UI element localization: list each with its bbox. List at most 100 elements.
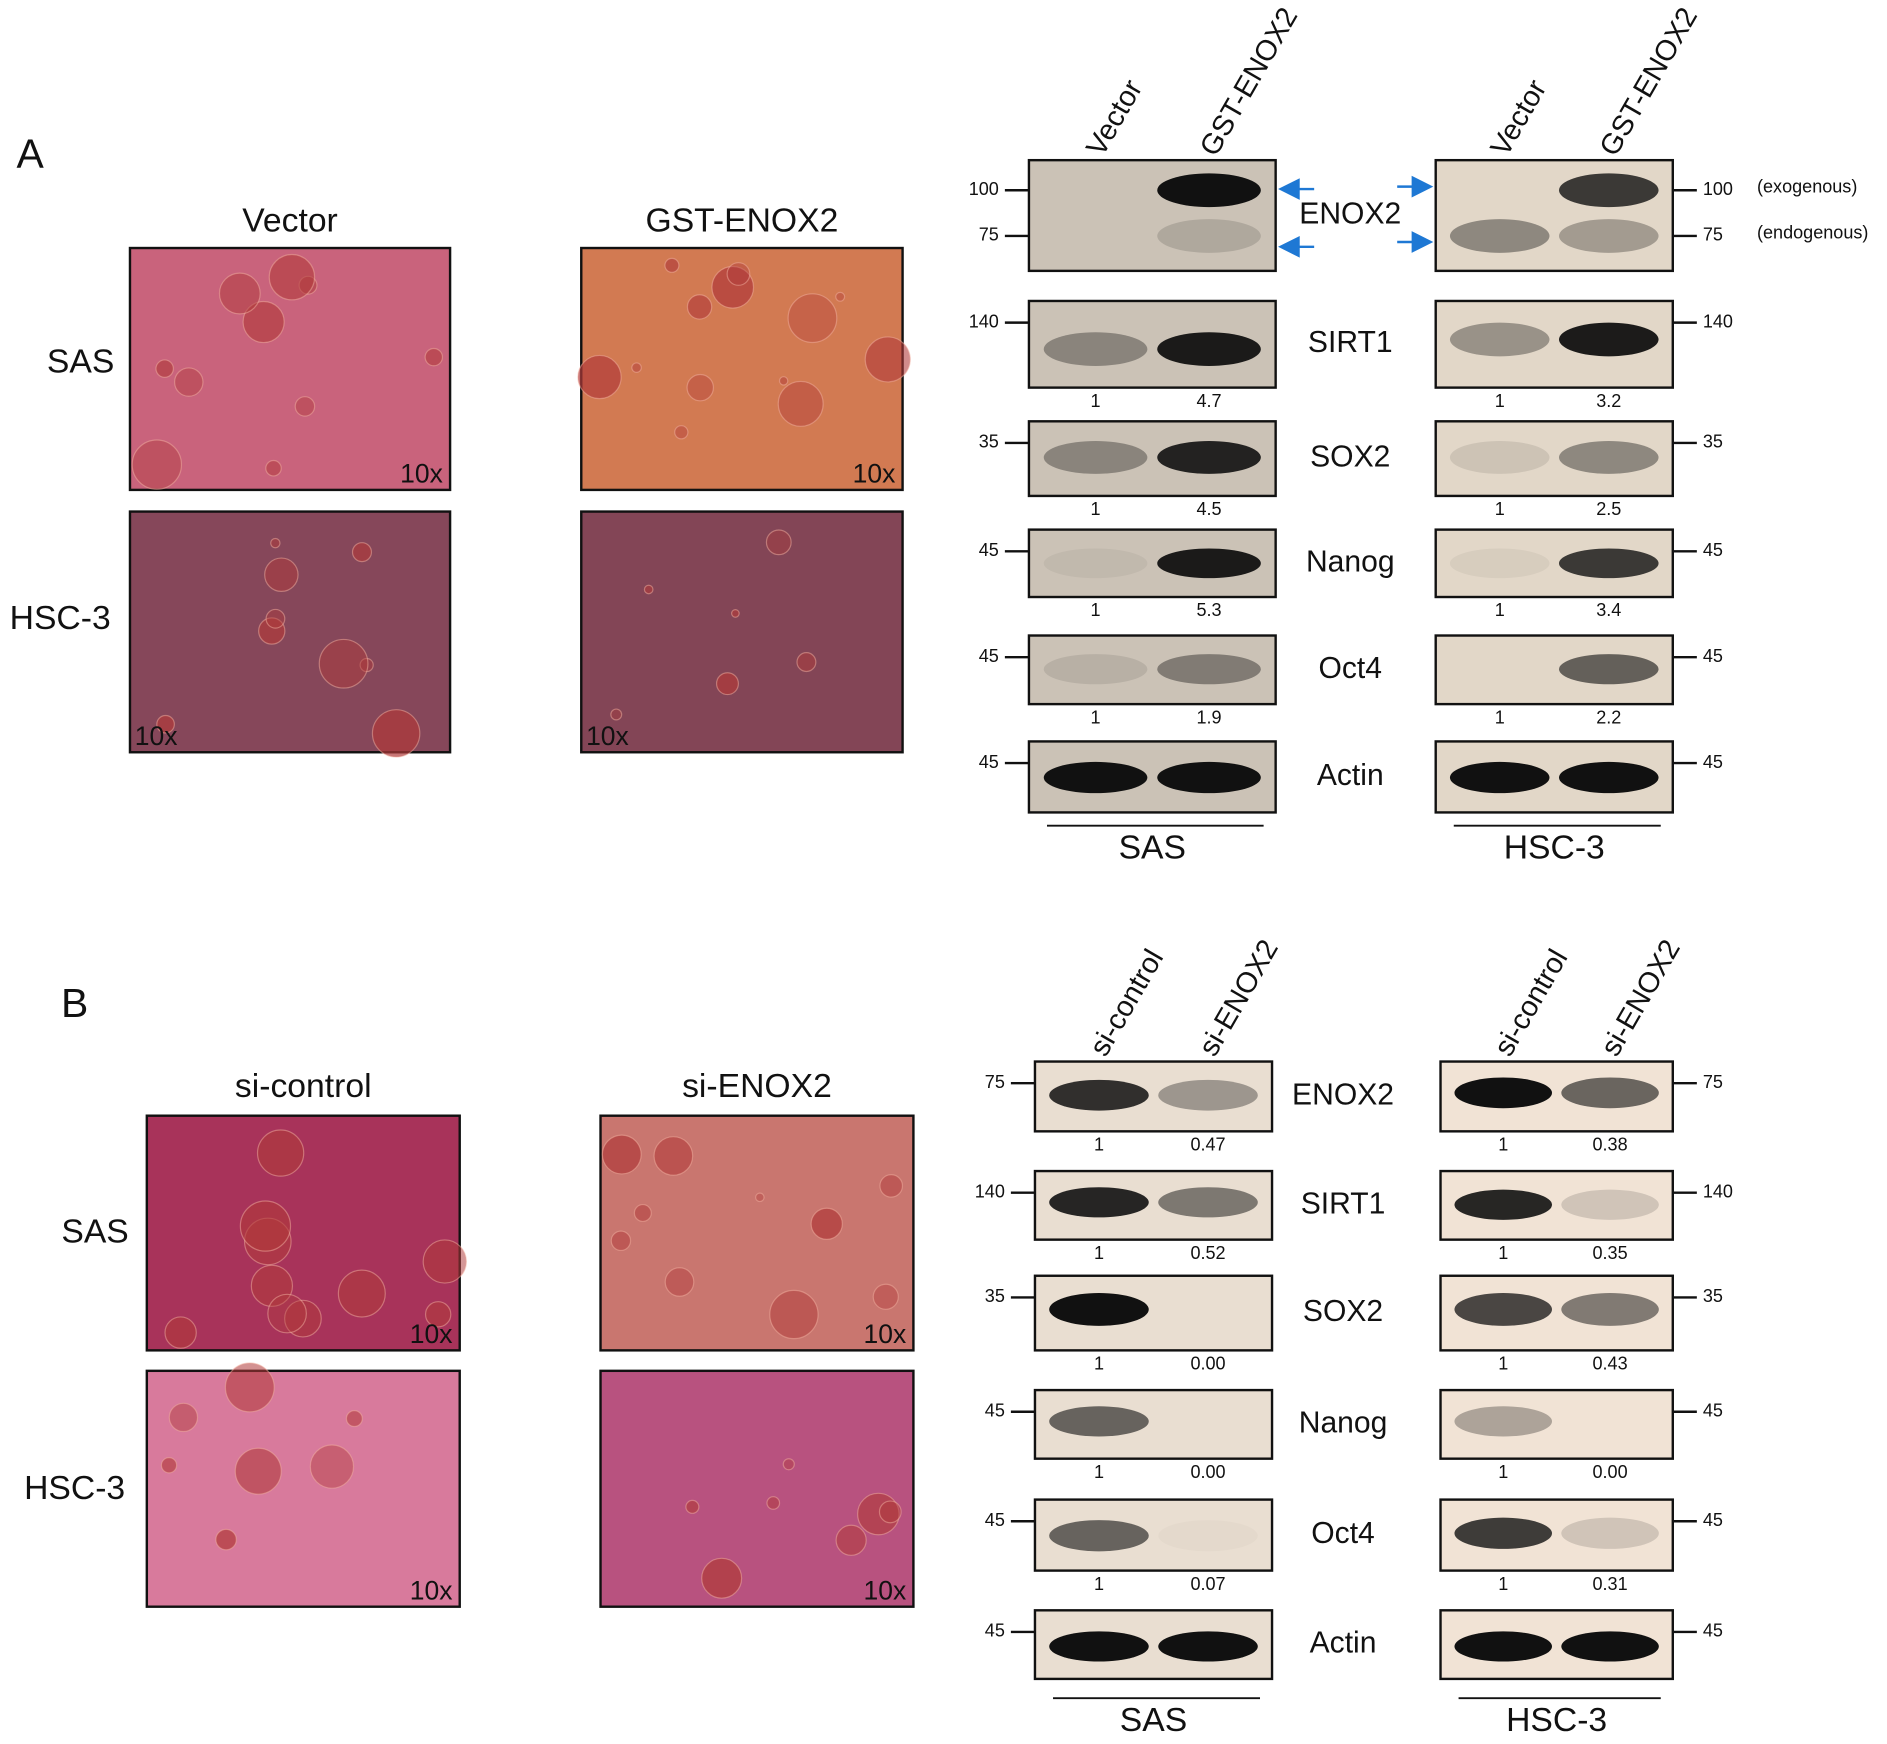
quantification: 1	[1495, 600, 1505, 620]
quantification: 0.31	[1593, 1574, 1628, 1594]
band	[1561, 1189, 1659, 1220]
lane-label: si-ENOX2	[1595, 934, 1687, 1061]
sphere	[155, 359, 174, 378]
sphere	[778, 376, 789, 386]
protein-label: SOX2	[1310, 441, 1390, 474]
quantification: 1	[1495, 391, 1505, 411]
quantification: 0.47	[1190, 1135, 1225, 1155]
quantification: 1	[1495, 707, 1505, 727]
blot	[1439, 1388, 1674, 1460]
marker-label: 75	[1703, 225, 1723, 245]
sphere	[686, 373, 715, 402]
protein-label: SIRT1	[1301, 1187, 1386, 1220]
lane-label: si-control	[1084, 944, 1170, 1061]
band	[1157, 332, 1261, 366]
sphere	[371, 709, 421, 758]
sphere	[610, 1230, 632, 1252]
sphere	[270, 537, 281, 549]
quantification: 1	[1498, 1354, 1508, 1374]
band	[1454, 1077, 1553, 1109]
micrograph	[580, 510, 904, 754]
magnification: 10x	[400, 458, 443, 488]
annotation: (endogenous)	[1757, 222, 1868, 242]
micrograph	[599, 1369, 915, 1608]
sphere	[258, 617, 286, 645]
quantification: 1	[1495, 499, 1505, 519]
sphere	[782, 1458, 795, 1471]
band	[1157, 219, 1261, 253]
annotation: (exogenous)	[1757, 177, 1857, 197]
band	[1158, 1520, 1258, 1551]
band	[1043, 654, 1148, 685]
quantification: 1	[1091, 707, 1101, 727]
protein-label: Actin	[1317, 759, 1384, 792]
column-title: GST-ENOX2	[646, 203, 839, 240]
band	[1558, 654, 1659, 685]
quantification: 0.07	[1190, 1574, 1225, 1594]
marker-label: 45	[1703, 752, 1723, 772]
magnification: 10x	[853, 458, 896, 488]
lane-label: GST-ENOX2	[1194, 2, 1304, 161]
row-label: HSC-3	[10, 600, 111, 637]
column-title: si-control	[235, 1068, 372, 1105]
quantification: 4.5	[1196, 499, 1221, 519]
quantification: 0.00	[1593, 1462, 1628, 1482]
cell-line-label: HSC-3	[1504, 830, 1605, 867]
band	[1561, 1077, 1659, 1109]
sphere	[686, 294, 713, 320]
sphere	[664, 1267, 695, 1297]
sphere	[872, 1283, 899, 1310]
band	[1449, 219, 1550, 253]
marker-label: 35	[979, 432, 999, 452]
sphere	[218, 272, 261, 315]
sphere	[318, 638, 369, 689]
sphere	[174, 367, 204, 397]
quantification: 0.43	[1593, 1354, 1628, 1374]
band	[1157, 173, 1261, 208]
sphere	[769, 1289, 819, 1340]
sphere	[284, 1299, 322, 1338]
band	[1558, 761, 1659, 794]
quantification: 1	[1498, 1135, 1508, 1155]
band	[1558, 173, 1659, 208]
quantification: 3.2	[1596, 391, 1621, 411]
magnification: 10x	[864, 1319, 907, 1349]
sphere	[878, 1500, 902, 1524]
sphere	[268, 253, 316, 301]
protein-label: Nanog	[1306, 545, 1395, 578]
sphere	[337, 1269, 386, 1318]
sphere	[601, 1134, 642, 1175]
protein-label: ENOX2	[1299, 197, 1401, 230]
marker-label: 140	[1703, 1181, 1733, 1201]
band	[1449, 761, 1550, 794]
sphere	[715, 672, 740, 696]
quantification: 1.9	[1196, 707, 1221, 727]
row-label: SAS	[61, 1214, 128, 1251]
quantification: 3.4	[1596, 600, 1621, 620]
band	[1561, 1631, 1659, 1662]
protein-label: ENOX2	[1292, 1078, 1394, 1111]
sphere	[810, 1207, 843, 1241]
quantification: 1	[1094, 1462, 1104, 1482]
band	[1049, 1520, 1149, 1552]
band	[1449, 322, 1550, 357]
quantification: 0.00	[1190, 1462, 1225, 1482]
sphere	[765, 529, 792, 556]
sphere	[242, 300, 285, 344]
band	[1043, 761, 1148, 794]
sphere	[156, 714, 175, 734]
marker-label: 45	[1703, 540, 1723, 560]
marker-label: 35	[1703, 432, 1723, 452]
sphere	[215, 1528, 237, 1551]
band	[1454, 1631, 1553, 1662]
marker-label: 45	[979, 752, 999, 772]
quantification: 0.35	[1593, 1243, 1628, 1263]
magnification: 10x	[586, 721, 629, 751]
marker-label: 140	[969, 311, 999, 331]
arrow-head	[1278, 235, 1300, 258]
quantification: 2.5	[1596, 499, 1621, 519]
band	[1157, 761, 1261, 794]
sphere	[633, 1203, 652, 1223]
cell-line-label: HSC-3	[1506, 1702, 1607, 1739]
sphere	[345, 1410, 363, 1428]
